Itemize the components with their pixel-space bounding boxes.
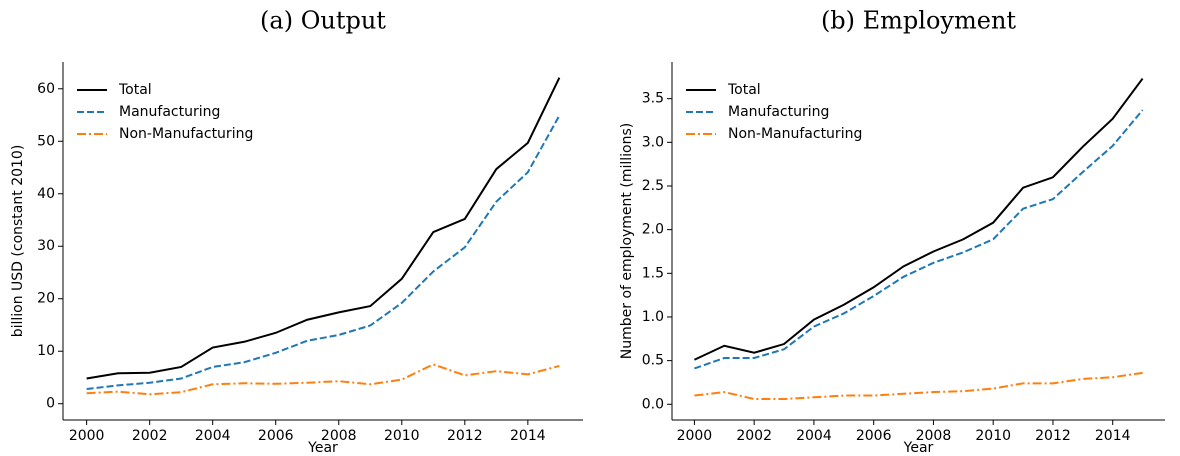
y-tick-label: 0	[46, 396, 55, 412]
x-tick-label: 2014	[1095, 428, 1131, 444]
y-tick-label: 2.0	[642, 222, 664, 238]
legend-label: Manufacturing	[119, 104, 220, 120]
x-tick-label: 2002	[132, 428, 168, 444]
x-tick-label: 2012	[1035, 428, 1071, 444]
legend-label: Non-Manufacturing	[728, 126, 862, 142]
x-tick-label: 2012	[447, 428, 483, 444]
x-tick-label: 2010	[384, 428, 420, 444]
series-line	[694, 371, 1143, 401]
x-tick-label: 2000	[677, 428, 713, 444]
x-tick-label: 2004	[796, 428, 832, 444]
y-tick-label: 2.5	[642, 178, 664, 194]
y-tick-label: 1.5	[642, 265, 664, 281]
series-line	[694, 109, 1144, 370]
chart-title: (a) Output	[260, 7, 386, 35]
y-tick-label: 3.5	[642, 91, 664, 107]
y-tick-label: 0.0	[642, 396, 664, 412]
series-line	[86, 363, 560, 396]
x-tick-label: 2006	[856, 428, 892, 444]
y-tick-label: 30	[37, 238, 55, 254]
y-tick-label: 10	[37, 343, 55, 359]
y-tick-label: 50	[37, 133, 55, 149]
y-tick-label: 0.5	[642, 353, 664, 369]
x-tick-label: 2010	[975, 428, 1011, 444]
y-tick-label: 40	[37, 186, 55, 202]
y-tick-label: 20	[37, 291, 55, 307]
series-line	[86, 115, 561, 391]
series-line	[693, 77, 1144, 361]
series-line	[86, 77, 561, 380]
legend-label: Total	[118, 82, 152, 98]
x-tick-label: 2002	[736, 428, 772, 444]
x-tick-label: 2004	[195, 428, 231, 444]
y-tick-label: 60	[37, 81, 55, 97]
legend-label: Non-Manufacturing	[119, 126, 253, 142]
y-tick-label: 1.0	[642, 309, 664, 325]
x-tick-label: 2014	[510, 428, 546, 444]
x-axis-label: Year	[903, 440, 934, 456]
x-tick-label: 2008	[916, 428, 952, 444]
chart-title: (b) Employment	[821, 7, 1016, 35]
x-tick-label: 2000	[69, 428, 105, 444]
legend-label: Total	[727, 82, 761, 98]
x-axis-label: Year	[307, 440, 338, 456]
y-tick-label: 3.0	[642, 134, 664, 150]
x-tick-label: 2008	[321, 428, 357, 444]
y-axis-label: Number of employment (millions)	[619, 123, 635, 359]
y-axis-label: billion USD (constant 2010)	[10, 145, 26, 338]
legend-label: Manufacturing	[728, 104, 829, 120]
x-tick-label: 2006	[258, 428, 294, 444]
